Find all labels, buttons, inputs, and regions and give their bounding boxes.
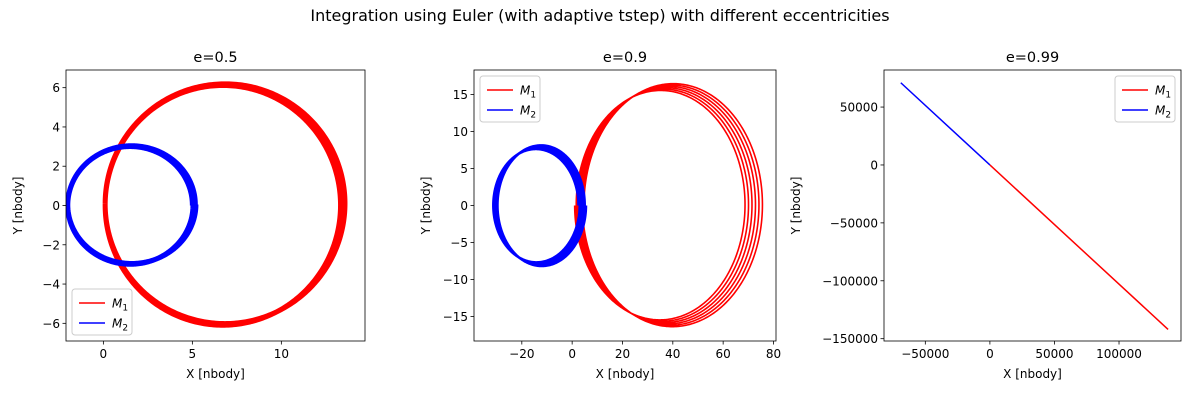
x-tick-label: 5 [189,347,197,361]
x-tick-label: 100000 [1096,347,1142,361]
x-tick-label: 40 [665,347,680,361]
subplot-title: e=0.9 [603,50,647,66]
x-tick-label: 80 [766,347,781,361]
plot-area [900,82,1169,330]
subplot-title: e=0.5 [193,50,237,66]
series-m1-line [102,81,348,328]
y-tick-label: 10 [453,125,468,139]
subplot-3: −50000 0 50000 100000 −150000 −100000 −50000 0 5… [789,50,1182,381]
y-tick-label: −2 [42,238,60,252]
x-tick-label: −20 [509,347,534,361]
y-tick-label: 15 [453,88,468,102]
y-tick-label: 0 [52,199,60,213]
y-tick-label: −4 [42,278,60,292]
y-tick-label: −5 [450,236,468,250]
x-tick-label: 10 [274,347,289,361]
series-m2-line [900,82,991,166]
y-tick-label: 4 [52,120,60,134]
x-tick-label: −50000 [901,347,949,361]
y-tick-label: −10 [443,273,468,287]
x-tick-label: 60 [716,347,731,361]
y-tick-label: 50000 [840,101,878,115]
y-tick-label: −15 [443,310,468,324]
x-tick-label: 0 [568,347,576,361]
series-m2-line [66,143,199,267]
x-axis-label: X [nbody] [1003,367,1062,381]
series-m2-line [492,144,588,268]
x-axis-label: X [nbody] [596,367,655,381]
subplot-2: −20 0 20 40 60 80 −15 −10 −5 0 5 10 15 e=0.9 X [nbody]… [419,50,781,381]
series-m1-line [573,82,764,328]
y-axis-label: Y [nbody] [419,177,433,236]
legend-subscript: 2 [1165,111,1171,121]
legend-subscript: 1 [530,91,536,101]
x-tick-label: 0 [986,347,994,361]
y-tick-label: 0 [870,158,878,172]
y-axis-label: Y [nbody] [789,177,803,236]
y-tick-label: −50000 [830,216,878,230]
x-tick-label: 20 [615,347,630,361]
y-tick-label: 2 [52,160,60,174]
subplot-1: 0 5 10 −6 −4 −2 0 2 4 6 e=0.5 X [nbody] Y [nbody] M1M… [11,50,366,381]
legend-subscript: 2 [122,324,128,334]
legend-subscript: 2 [530,111,536,121]
subplot-title: e=0.99 [1006,50,1059,66]
y-tick-label: −6 [42,317,60,331]
legend-subscript: 1 [1165,91,1171,101]
series-m1-line [989,164,1169,330]
y-tick-label: 6 [52,81,60,95]
plot-area [66,81,348,328]
y-tick-label: 0 [460,199,468,213]
plot-area [492,82,764,328]
legend-subscript: 1 [122,304,128,314]
axes-frame [883,69,1182,342]
y-tick-label: −100000 [822,274,878,288]
y-axis-label: Y [nbody] [11,177,25,236]
figure-suptitle: Integration using Euler (with adaptive t… [310,6,890,25]
x-tick-label: 50000 [1035,347,1073,361]
x-axis-label: X [nbody] [186,367,245,381]
y-tick-label: −150000 [822,332,878,346]
y-tick-label: 5 [460,162,468,176]
x-tick-label: 0 [100,347,108,361]
